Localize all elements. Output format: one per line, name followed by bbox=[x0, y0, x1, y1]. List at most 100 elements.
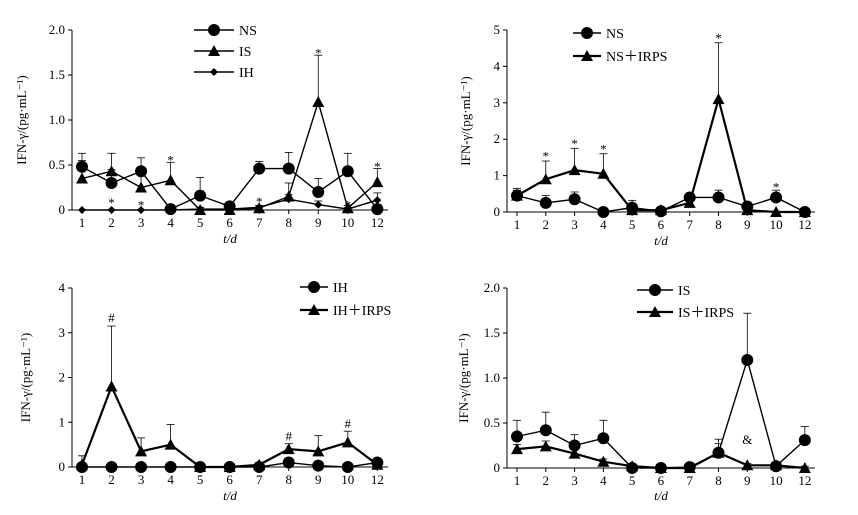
x-tick-label: 7 bbox=[256, 215, 263, 230]
y-tick-label: 2 bbox=[494, 131, 501, 146]
significance-mark: # bbox=[345, 416, 352, 431]
x-tick-label: 5 bbox=[629, 217, 636, 232]
series-IS＋IRPS bbox=[511, 440, 811, 473]
data-point bbox=[78, 206, 86, 214]
legend-marker bbox=[649, 306, 661, 317]
x-tick-label: 4 bbox=[167, 472, 174, 487]
y-tick-label: 5 bbox=[494, 22, 501, 37]
y-tick-label: 4 bbox=[59, 280, 66, 295]
significance-mark: * bbox=[256, 194, 263, 209]
significance-mark: * bbox=[374, 159, 381, 174]
y-tick-label: 0.5 bbox=[484, 415, 500, 430]
x-tick-label: 7 bbox=[686, 473, 693, 488]
legend-label: NS＋IRPS bbox=[606, 50, 667, 65]
data-point bbox=[798, 206, 811, 217]
y-tick-label: 4 bbox=[494, 58, 501, 73]
legend: IS IS＋IRPS bbox=[637, 284, 734, 321]
data-point bbox=[282, 443, 295, 455]
data-point bbox=[105, 461, 118, 473]
data-point bbox=[282, 456, 295, 469]
data-point bbox=[312, 445, 325, 457]
data-point bbox=[712, 93, 725, 105]
data-point bbox=[166, 206, 175, 214]
significance-mark: & bbox=[742, 432, 752, 447]
series-line bbox=[81, 99, 378, 211]
series-line bbox=[80, 383, 378, 469]
data-point bbox=[597, 206, 610, 218]
x-tick-label: 3 bbox=[138, 472, 145, 487]
x-tick-label: 12 bbox=[371, 472, 384, 487]
significance-mark: * bbox=[167, 153, 174, 168]
chart-panel-1: 00.51.01.52.01 2 3 4 5 6 7 8 9 10 12IFN-γ/(pg·mL⁻¹… bbox=[14, 22, 388, 246]
y-tick-label: 2 bbox=[59, 370, 66, 385]
x-tick-label: 7 bbox=[686, 217, 693, 232]
x-tick-label: 3 bbox=[138, 215, 145, 230]
significance-mark: * bbox=[543, 149, 550, 164]
data-point bbox=[373, 196, 382, 205]
data-point bbox=[712, 446, 725, 458]
y-tick-label: 0.5 bbox=[49, 157, 65, 172]
x-tick-label: 1 bbox=[514, 217, 521, 232]
data-point bbox=[223, 461, 236, 472]
x-tick-label: 8 bbox=[715, 217, 722, 232]
data-point bbox=[770, 206, 783, 217]
legend-label: IH bbox=[333, 281, 348, 296]
x-tick-label: 2 bbox=[108, 215, 115, 230]
x-tick-label: 7 bbox=[256, 472, 263, 487]
data-point bbox=[511, 443, 523, 455]
significance-mark: * bbox=[571, 136, 578, 151]
data-point bbox=[741, 459, 754, 471]
x-tick-label: 12 bbox=[371, 215, 384, 230]
data-point bbox=[511, 189, 523, 201]
y-tick-label: 0 bbox=[494, 460, 501, 475]
data-point bbox=[312, 459, 325, 472]
x-tick-label: 9 bbox=[315, 215, 322, 230]
data-point bbox=[341, 165, 354, 178]
data-point bbox=[654, 462, 667, 473]
data-point bbox=[135, 445, 148, 457]
data-point bbox=[626, 204, 639, 216]
data-point bbox=[225, 205, 234, 214]
data-point bbox=[76, 172, 88, 184]
x-tick-label: 2 bbox=[108, 472, 115, 487]
data-point bbox=[255, 203, 264, 212]
legend-label: NS bbox=[239, 24, 257, 39]
data-point bbox=[539, 196, 552, 209]
x-tick-label: 6 bbox=[226, 472, 233, 487]
significance-mark: # bbox=[108, 310, 115, 325]
series-NS＋IRPS bbox=[511, 42, 811, 217]
data-point bbox=[371, 458, 384, 470]
x-tick-label: 8 bbox=[715, 473, 722, 488]
x-tick-label: 4 bbox=[600, 217, 607, 232]
data-point bbox=[135, 461, 148, 473]
legend-marker bbox=[649, 284, 661, 296]
y-tick-label: 2.0 bbox=[484, 280, 500, 295]
data-point bbox=[284, 195, 293, 204]
data-point bbox=[135, 181, 148, 193]
data-point bbox=[194, 189, 207, 202]
legend-marker bbox=[308, 304, 320, 315]
legend-marker bbox=[581, 27, 593, 39]
y-tick-label: 0 bbox=[494, 204, 501, 219]
x-axis-label: t/d bbox=[223, 488, 237, 503]
y-tick-label: 3 bbox=[59, 325, 66, 340]
x-tick-label: 6 bbox=[226, 215, 233, 230]
legend-marker bbox=[581, 50, 593, 61]
data-point bbox=[341, 436, 354, 448]
x-tick-label: 1 bbox=[79, 215, 86, 230]
x-tick-label: 9 bbox=[744, 473, 751, 488]
data-point bbox=[312, 96, 325, 107]
data-point bbox=[253, 162, 266, 175]
data-point bbox=[164, 174, 177, 186]
significance-mark: # bbox=[285, 429, 292, 444]
data-point bbox=[626, 460, 639, 472]
data-point bbox=[798, 462, 811, 473]
significance-mark: * bbox=[315, 46, 322, 61]
data-point bbox=[654, 204, 667, 216]
x-tick-label: 3 bbox=[571, 217, 578, 232]
y-tick-label: 1.0 bbox=[49, 112, 65, 127]
x-axis-label: t/d bbox=[654, 233, 668, 248]
data-point bbox=[597, 432, 610, 445]
